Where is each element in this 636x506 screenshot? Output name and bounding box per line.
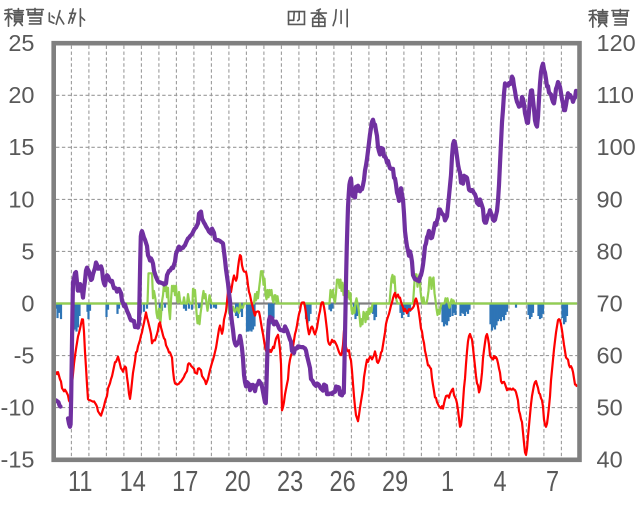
svg-text:5: 5 <box>21 238 34 264</box>
svg-text:0: 0 <box>21 290 34 316</box>
svg-text:50: 50 <box>597 395 623 421</box>
svg-text:120: 120 <box>597 30 636 56</box>
svg-text:-10: -10 <box>1 395 35 421</box>
svg-text:-15: -15 <box>1 447 35 473</box>
svg-text:20: 20 <box>225 465 251 498</box>
svg-text:14: 14 <box>120 465 146 498</box>
svg-text:60: 60 <box>597 343 623 369</box>
svg-text:23: 23 <box>277 465 303 498</box>
svg-text:20: 20 <box>8 82 34 108</box>
svg-text:29: 29 <box>382 465 408 498</box>
svg-text:10: 10 <box>8 186 34 212</box>
svg-text:100: 100 <box>597 134 636 160</box>
svg-text:80: 80 <box>597 238 623 264</box>
svg-text:90: 90 <box>597 186 623 212</box>
svg-text:26: 26 <box>330 465 356 498</box>
svg-text:11: 11 <box>68 465 92 498</box>
svg-text:110: 110 <box>597 82 634 108</box>
svg-text:-5: -5 <box>14 343 35 369</box>
svg-text:40: 40 <box>597 447 623 473</box>
svg-text:15: 15 <box>8 134 34 160</box>
svg-text:1: 1 <box>441 465 454 498</box>
svg-text:70: 70 <box>597 290 623 316</box>
svg-text:4: 4 <box>494 465 507 498</box>
svg-text:17: 17 <box>172 465 198 498</box>
svg-text:7: 7 <box>546 465 559 498</box>
svg-text:25: 25 <box>8 30 34 56</box>
